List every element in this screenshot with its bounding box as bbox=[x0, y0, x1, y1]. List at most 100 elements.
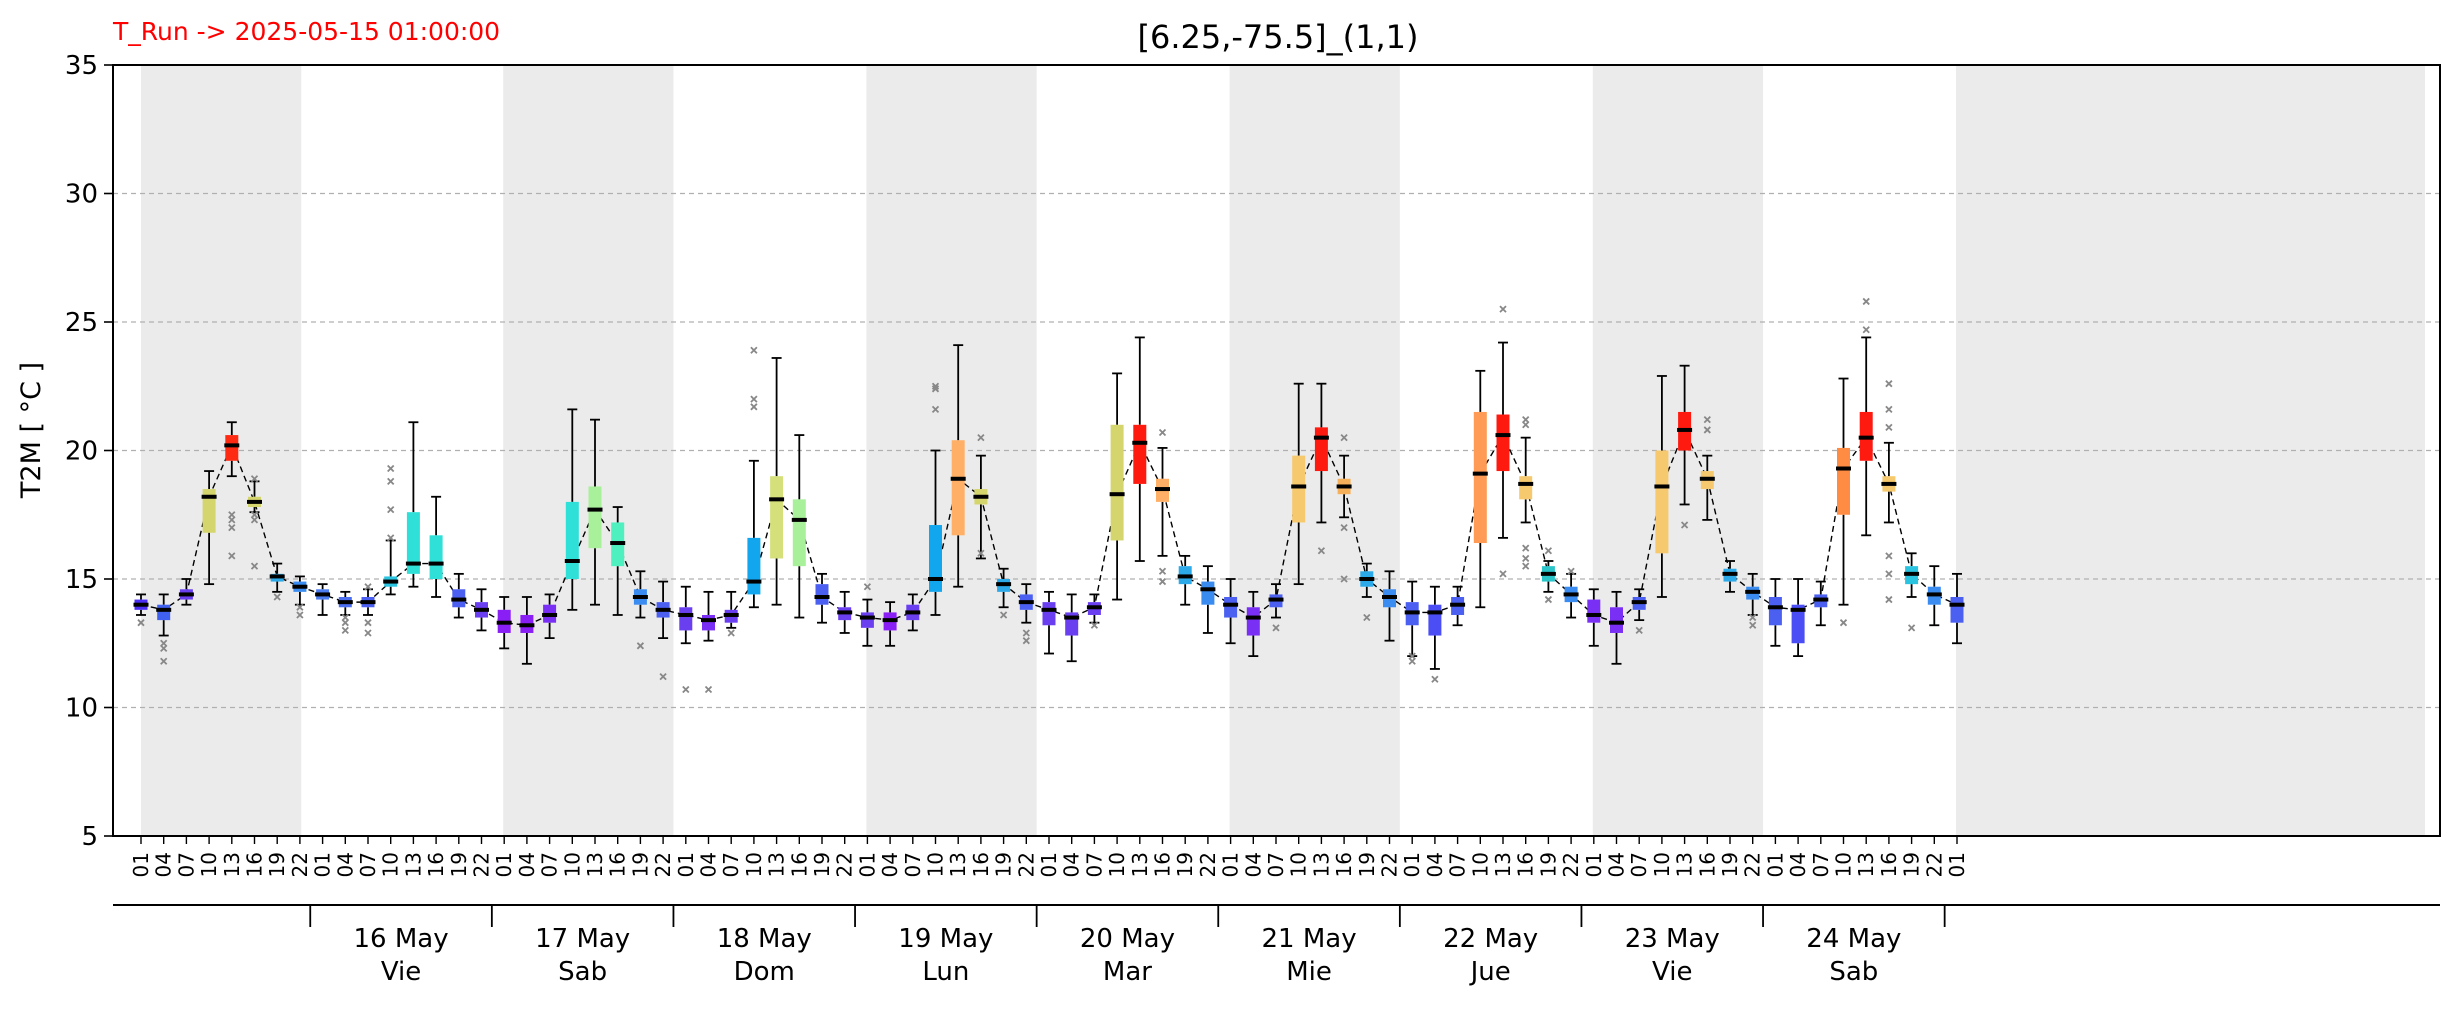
x-tick-label: 16 bbox=[1877, 852, 1901, 877]
box-42 bbox=[1086, 593, 1102, 629]
box-74 bbox=[1813, 580, 1829, 627]
box-64 bbox=[1586, 588, 1602, 647]
outlier-point bbox=[1862, 326, 1870, 334]
outlier-point bbox=[250, 516, 259, 524]
outlier-point bbox=[659, 673, 667, 681]
x-tick-label: 07 bbox=[1809, 852, 1833, 877]
x-tick-label: 19 bbox=[810, 852, 834, 877]
outlier-point bbox=[250, 562, 259, 570]
box-4 bbox=[224, 421, 240, 560]
box-16 bbox=[496, 596, 512, 650]
x-tick-label: 04 bbox=[1423, 852, 1447, 877]
x-tick-label: 01 bbox=[674, 852, 698, 877]
day-date-label: 17 May bbox=[535, 924, 630, 954]
y-tick-label: 30 bbox=[65, 180, 98, 210]
box-body bbox=[1655, 450, 1669, 554]
x-tick-label: 19 bbox=[1173, 852, 1197, 877]
box-body bbox=[565, 501, 579, 579]
outlier-point bbox=[704, 685, 713, 694]
y-tick-label: 15 bbox=[65, 565, 98, 595]
x-tick-label: 10 bbox=[379, 852, 403, 877]
outlier-point bbox=[1499, 570, 1507, 578]
box-body bbox=[406, 512, 420, 574]
outlier-point bbox=[1363, 613, 1371, 622]
x-tick-label: 22 bbox=[1741, 852, 1765, 877]
box-body bbox=[702, 614, 715, 631]
box-28 bbox=[769, 357, 785, 606]
outlier-point bbox=[1408, 657, 1416, 665]
box-body bbox=[225, 435, 239, 461]
x-tick-label: 19 bbox=[1718, 852, 1742, 877]
outlier-point bbox=[1090, 621, 1099, 629]
outlier-point bbox=[1544, 547, 1553, 555]
x-tick-label: 04 bbox=[1605, 852, 1629, 877]
box-73 bbox=[1790, 578, 1806, 657]
box-23 bbox=[655, 580, 671, 681]
day-weekday-label: Sab bbox=[558, 957, 607, 987]
x-tick-label: 07 bbox=[719, 852, 743, 877]
x-tick-label: 13 bbox=[765, 852, 789, 877]
outlier-point bbox=[387, 464, 395, 473]
box-body bbox=[1837, 447, 1850, 515]
x-tick-label: 16 bbox=[1695, 852, 1719, 877]
x-tick-label: 16 bbox=[1151, 852, 1175, 877]
outlier-point bbox=[1749, 613, 1757, 622]
x-tick-label: 01 bbox=[492, 852, 516, 877]
box-18 bbox=[542, 593, 558, 640]
outlier-point bbox=[1885, 552, 1893, 560]
x-tick-label: 22 bbox=[833, 852, 857, 877]
x-tick-label: 22 bbox=[470, 852, 494, 877]
outlier-point bbox=[1499, 305, 1507, 313]
outlier-point bbox=[1839, 619, 1848, 627]
x-tick-label: 16 bbox=[969, 852, 993, 877]
box-15 bbox=[474, 588, 489, 632]
day-weekday-label: Dom bbox=[734, 957, 795, 987]
box-19 bbox=[564, 408, 580, 611]
box-71 bbox=[1745, 572, 1761, 629]
outlier-point bbox=[1340, 575, 1348, 583]
x-tick-label: 01 bbox=[1582, 852, 1606, 877]
box-body bbox=[1133, 424, 1147, 484]
x-tick-label: 22 bbox=[1378, 852, 1402, 877]
box-68 bbox=[1677, 364, 1693, 529]
box-72 bbox=[1767, 578, 1783, 647]
x-tick-label: 10 bbox=[197, 852, 221, 877]
x-tick-label: 07 bbox=[901, 852, 925, 877]
box-8 bbox=[315, 583, 331, 616]
box-33 bbox=[882, 601, 898, 647]
box-76 bbox=[1858, 297, 1874, 537]
x-tick-label: 16 bbox=[424, 852, 448, 877]
box-12 bbox=[405, 421, 421, 588]
y-gridlines bbox=[113, 192, 2440, 709]
outlier-point bbox=[1680, 521, 1689, 529]
box-body bbox=[1496, 414, 1510, 472]
outlier-point bbox=[727, 629, 735, 637]
x-tick-label: 01 bbox=[129, 852, 153, 877]
outlier-point bbox=[750, 346, 758, 354]
outlier-point bbox=[1522, 562, 1530, 570]
outlier-point bbox=[1749, 621, 1757, 629]
outlier-point bbox=[1635, 626, 1643, 635]
box-32 bbox=[859, 583, 875, 647]
outlier-point bbox=[1522, 554, 1530, 563]
x-tick-label: 07 bbox=[174, 852, 198, 877]
box-5 bbox=[247, 475, 262, 570]
x-tick-label: 10 bbox=[1650, 852, 1674, 877]
box-66 bbox=[1631, 588, 1647, 635]
box-60 bbox=[1495, 305, 1511, 578]
box-2 bbox=[178, 578, 194, 606]
box-63 bbox=[1563, 567, 1579, 619]
x-tick-label: 16 bbox=[243, 852, 267, 877]
box-26 bbox=[723, 590, 739, 637]
x-tick-label: 04 bbox=[1241, 852, 1265, 877]
x-tick-label: 19 bbox=[628, 852, 652, 877]
box-57 bbox=[1427, 585, 1443, 683]
box-17 bbox=[519, 596, 535, 665]
x-tick-label: 04 bbox=[697, 852, 721, 877]
x-tick-label: 07 bbox=[1446, 852, 1470, 877]
box-29 bbox=[791, 434, 807, 619]
day-weekday-label: Vie bbox=[381, 957, 421, 987]
box-52 bbox=[1313, 382, 1329, 555]
box-body bbox=[747, 537, 761, 595]
